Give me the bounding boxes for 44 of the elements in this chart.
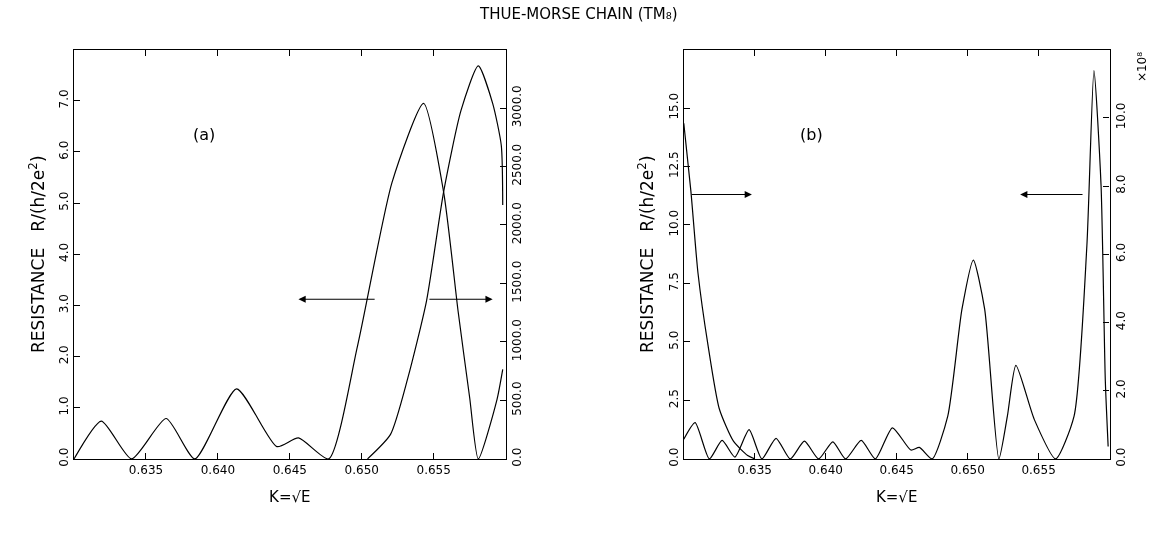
y2-tick-label: 1500.0 [510,260,525,303]
y2-tick-label: 2000.0 [510,202,525,245]
y-tick-label: 5.0 [57,191,72,211]
x-tick-label: 0.640 [200,463,236,478]
y-tick-label: 0.0 [57,447,72,467]
y-tick-label: 1.0 [57,396,72,416]
y-tick-label: 10.0 [666,209,681,237]
y-tick-label: 0.0 [666,447,681,467]
y-tick-label: 5.0 [666,330,681,350]
y2-tick-label: 500.0 [510,381,525,416]
y2-tick-label: 8.0 [1114,174,1129,194]
x-tick-label: 0.650 [344,463,379,478]
x-tick-label: 0.655 [1021,463,1056,478]
y-tick-label: 2.5 [666,389,681,409]
x-tick-label: 0.645 [272,463,308,478]
y-tick-label: 12.5 [666,151,681,179]
x-tick-label: 0.640 [808,463,843,478]
annotation: (b) [800,125,823,144]
x-tick-label: 0.635 [128,463,164,478]
y2-tick-label: 6.0 [1114,242,1129,262]
y-tick-label: 6.0 [57,140,72,160]
y2-tick-label: 0.0 [510,447,525,467]
x-tick-label: 0.635 [737,463,772,478]
x-axis-title: K=√E [269,488,311,507]
x-axis-title: K=√E [875,488,918,507]
y-tick-label: 7.5 [666,272,681,292]
y-tick-label: 15.0 [666,92,681,120]
annotation: (a) [193,125,216,144]
text: THUE-MORSE CHAIN (TM₈) [479,5,678,23]
y2-tick-label: 3000.0 [510,85,525,128]
y-tick-label: 3.0 [57,294,72,314]
x-tick-label: 0.650 [950,463,985,478]
y2-tick-label: 10.0 [1114,102,1129,130]
y2-tick-label: 0.0 [1114,447,1129,467]
x-tick-label: 0.655 [416,463,451,478]
y2-tick-label: 1000.0 [510,319,525,362]
y-tick-label: 7.0 [57,89,72,109]
y-tick-label: 4.0 [57,242,72,262]
y-tick-label: 2.0 [57,345,72,365]
y2-tick-label: 2500.0 [510,143,525,186]
y2-tick-label: 2.0 [1114,379,1129,399]
text: ×10⁸ [1134,51,1149,83]
y2-tick-label: 4.0 [1114,311,1129,331]
x-tick-label: 0.645 [879,463,914,478]
